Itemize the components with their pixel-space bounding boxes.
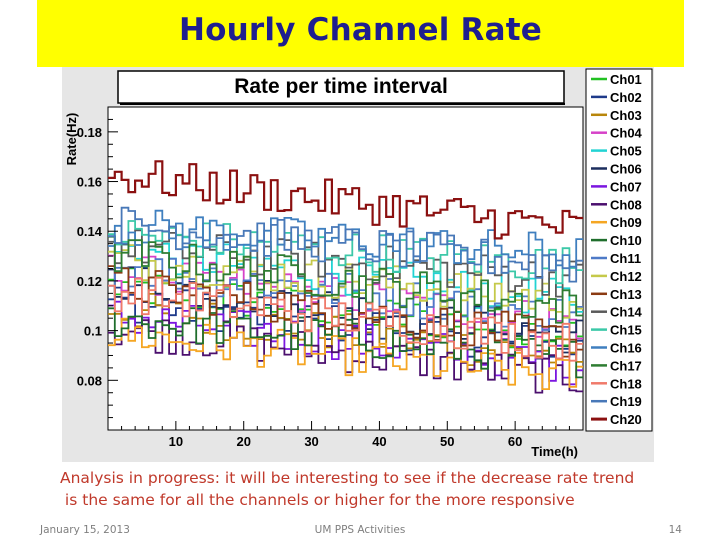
plot-frame: 10 20 30 40 50 60 0.08 0.1 0.12 0.14 0.16 0.18 Rate… (62, 67, 654, 462)
legend-label-ch14: Ch14 (610, 305, 643, 320)
y-tick-label: 0.18 (77, 125, 102, 140)
footer-center: UM PPS Activities (314, 524, 406, 536)
x-tick-label: 60 (508, 434, 522, 449)
y-axis-label: Rate(Hz) (64, 113, 79, 166)
title-band: Hourly Channel Rate (37, 0, 684, 67)
legend: Ch01 Ch02 Ch03 Ch04 Ch05 Ch06 Ch07 Ch08 Ch09 Ch10… (591, 72, 643, 427)
x-tick-label: 40 (372, 434, 386, 449)
y-tick-label: 0.12 (77, 274, 102, 289)
legend-label-ch02: Ch02 (610, 90, 642, 105)
chart-title-box (117, 70, 565, 104)
legend-label-ch10: Ch10 (610, 233, 642, 248)
caption-line-2: is the same for all the channels or high… (60, 491, 575, 509)
legend-label-ch18: Ch18 (610, 376, 642, 391)
caption: Analysis in progress: it will be interes… (60, 467, 700, 511)
legend-box (585, 68, 653, 432)
y-tick-label: 0.08 (77, 373, 102, 388)
legend-label-ch08: Ch08 (610, 197, 642, 212)
x-tick-label: 50 (440, 434, 454, 449)
x-tick-label: 30 (304, 434, 318, 449)
legend-label-ch19: Ch19 (610, 394, 642, 409)
y-tick-label: 0.1 (84, 324, 102, 339)
legend-label-ch16: Ch16 (610, 341, 642, 356)
x-tick-label: 20 (236, 434, 250, 449)
legend-label-ch09: Ch09 (610, 215, 642, 230)
legend-label-ch04: Ch04 (610, 126, 643, 141)
series-ch09 (108, 317, 583, 390)
legend-label-ch03: Ch03 (610, 108, 642, 123)
x-axis-label: Time(h) (531, 444, 578, 459)
legend-label-ch07: Ch07 (610, 179, 642, 194)
legend-label-ch01: Ch01 (610, 72, 642, 87)
legend-label-ch17: Ch17 (610, 358, 642, 373)
chart-title: Rate per time interval (234, 75, 448, 98)
series-ch19 (108, 206, 583, 283)
legend-label-ch12: Ch12 (610, 269, 642, 284)
axis-layer: 10 20 30 40 50 60 0.08 0.1 0.12 0.14 0.16 0.18 (77, 106, 584, 449)
series-ch17 (108, 235, 583, 324)
legend-label-ch05: Ch05 (610, 144, 642, 159)
footer-date: January 15, 2013 (40, 524, 130, 536)
series-layer (108, 160, 583, 394)
caption-line-1: Analysis in progress: it will be interes… (60, 469, 635, 487)
series-ch01 (108, 267, 583, 352)
series-ch18 (108, 276, 583, 362)
footer-page-number: 14 (668, 524, 682, 536)
legend-label-ch13: Ch13 (610, 287, 642, 302)
series-ch20 (108, 160, 583, 240)
y-tick-label: 0.16 (77, 175, 102, 190)
legend-label-ch06: Ch06 (610, 162, 642, 177)
legend-label-ch11: Ch11 (610, 251, 641, 266)
slide-title: Hourly Channel Rate (179, 12, 542, 48)
legend-label-ch15: Ch15 (610, 323, 642, 338)
y-tick-label: 0.14 (77, 224, 103, 239)
chart: 10 20 30 40 50 60 0.08 0.1 0.12 0.14 0.16 0.18 Rate… (64, 68, 653, 459)
x-tick-label: 10 (169, 434, 183, 449)
legend-label-ch20: Ch20 (610, 412, 642, 427)
